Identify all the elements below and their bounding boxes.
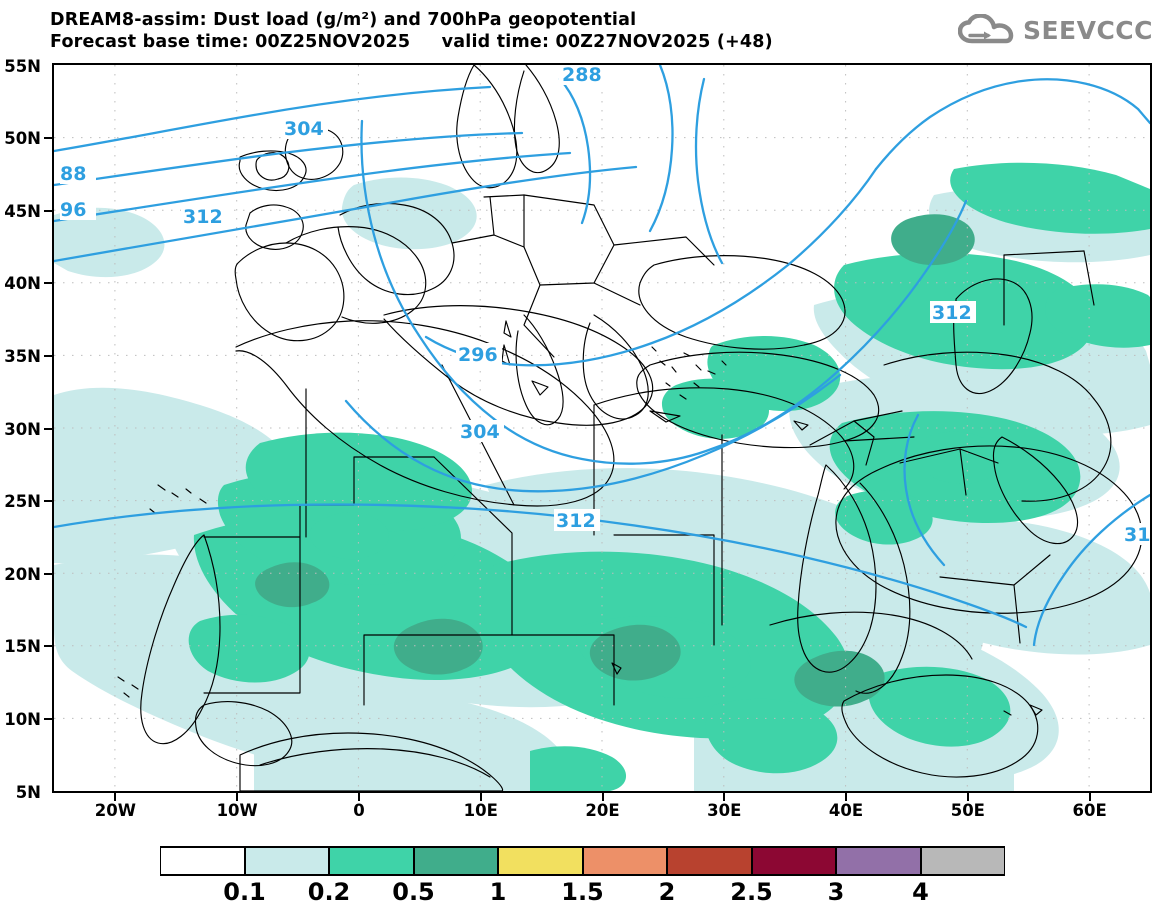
colorbar-tick-label: 2	[658, 878, 676, 906]
colorbar-tick-label: 0.2	[307, 878, 351, 906]
svg-text:312: 312	[183, 206, 223, 228]
svg-text:88: 88	[60, 163, 86, 185]
y-axis-tick-label: 20N	[4, 564, 41, 584]
x-axis-tick	[479, 793, 482, 801]
y-axis-tick	[44, 645, 52, 648]
svg-text:296: 296	[458, 344, 498, 366]
map-canvas: 288 88 96 304 312 296 304 312 312 31	[54, 65, 1150, 791]
y-axis-tick	[44, 137, 52, 140]
colorbar-tick-label: 2.5	[730, 878, 773, 906]
geopotential-contour-labels: 288 88 96 304 312 296 304 312 312 31	[60, 65, 1150, 546]
logo-text: SEEVCCC	[1022, 15, 1153, 45]
y-axis-tick-label: 50N	[4, 129, 41, 149]
colorbar-swatch[interactable]	[920, 846, 1005, 876]
svg-text:312: 312	[556, 510, 596, 532]
y-axis-tick-label: 10N	[4, 709, 41, 729]
colorbar-swatch[interactable]	[329, 846, 414, 876]
x-axis-tick-label: 10E	[463, 801, 498, 820]
x-axis-tick-label: 20W	[94, 801, 136, 820]
y-axis-tick	[44, 500, 52, 503]
y-axis-tick-label: 35N	[4, 346, 41, 366]
x-axis-tick-label: 50E	[950, 801, 985, 820]
x-axis-tick-label: 0	[353, 801, 365, 820]
cloud-wind-icon	[957, 14, 1014, 44]
colorbar[interactable]: 0.1 0.2 0.5 1 1.5 2 2.5 3 4	[160, 846, 1005, 906]
colorbar-tick-label: 3	[827, 878, 845, 906]
colorbar-tick-label: 1.5	[561, 878, 604, 906]
svg-text:304: 304	[284, 118, 324, 140]
y-axis-tick-label: 25N	[4, 492, 41, 512]
x-axis-tick	[601, 793, 604, 801]
y-axis-tick-label: 40N	[4, 274, 41, 294]
y-axis-tick-label: 55N	[4, 56, 41, 76]
x-axis-tick-label: 10W	[216, 801, 258, 820]
colorbar-swatches	[160, 846, 1005, 876]
svg-text:304: 304	[460, 421, 500, 443]
svg-text:96: 96	[60, 199, 86, 221]
dust-contour-fill-0p2	[188, 162, 1150, 791]
colorbar-swatch[interactable]	[667, 846, 752, 876]
x-axis-tick-label: 20E	[585, 801, 620, 820]
colorbar-swatch[interactable]	[498, 846, 583, 876]
x-axis-tick-label: 40E	[828, 801, 864, 820]
y-axis-tick-label: 5N	[15, 782, 41, 802]
svg-text:288: 288	[562, 65, 602, 86]
y-axis-tick-label: 15N	[4, 637, 41, 657]
y-axis-tick	[44, 717, 52, 720]
x-axis-tick	[845, 793, 848, 801]
x-axis-tick	[114, 793, 117, 801]
colorbar-swatch[interactable]	[160, 846, 245, 876]
svg-text:312: 312	[932, 302, 972, 324]
y-axis-tick	[44, 354, 52, 357]
colorbar-swatch[interactable]	[751, 846, 836, 876]
y-axis-tick-label: 30N	[4, 419, 41, 439]
colorbar-swatch[interactable]	[582, 846, 667, 876]
x-axis-tick	[966, 793, 969, 801]
y-axis-tick	[44, 282, 52, 285]
map-coastlines	[117, 65, 1143, 791]
colorbar-tick-label: 0.1	[223, 878, 266, 906]
y-axis-tick	[44, 209, 52, 212]
colorbar-tick-label: 4	[912, 878, 929, 906]
seevccc-logo: SEEVCCC	[957, 14, 1153, 46]
colorbar-swatch[interactable]	[244, 846, 329, 876]
x-axis-tick	[236, 793, 239, 801]
colorbar-tick-label: 0.5	[392, 878, 435, 906]
map-plot-area[interactable]: 288 88 96 304 312 296 304 312 312 31	[52, 63, 1152, 793]
colorbar-tick-label: 1	[489, 878, 507, 906]
chart-title-line2: Forecast base time: 00Z25NOV2025 valid t…	[50, 32, 773, 52]
x-axis-tick	[1088, 793, 1091, 801]
chart-title-line1: DREAM8-assim: Dust load (g/m²) and 700hP…	[50, 10, 637, 30]
colorbar-tick-labels: 0.1 0.2 0.5 1 1.5 2 2.5 3 4	[160, 878, 1005, 908]
y-axis-tick	[44, 427, 52, 430]
x-axis-tick	[723, 793, 726, 801]
x-axis-tick-label: 60E	[1072, 801, 1107, 820]
colorbar-swatch[interactable]	[413, 846, 498, 876]
x-axis-tick	[357, 793, 360, 801]
x-axis-tick-label: 30E	[707, 801, 742, 820]
svg-text:31: 31	[1124, 524, 1150, 546]
y-axis-tick	[44, 572, 52, 575]
colorbar-swatch[interactable]	[836, 846, 921, 876]
y-axis-tick-label: 45N	[4, 201, 41, 221]
